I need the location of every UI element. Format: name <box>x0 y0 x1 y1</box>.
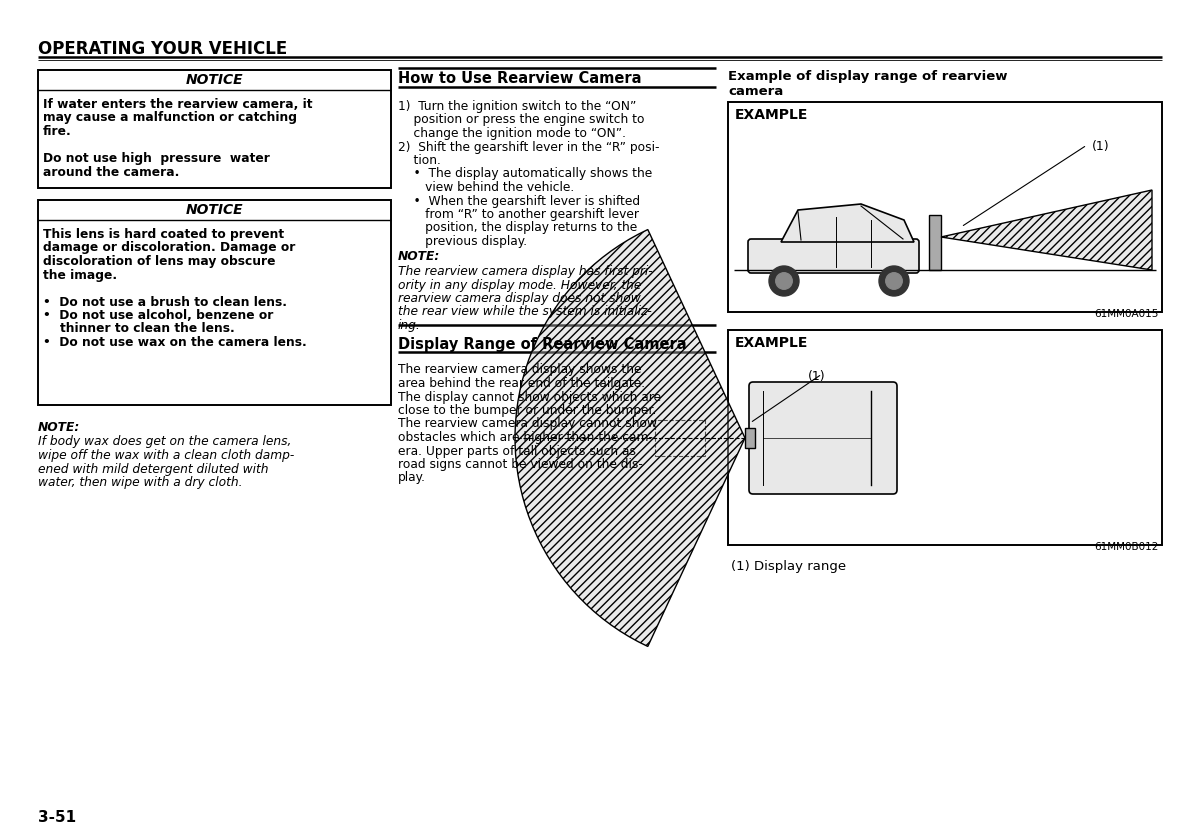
Bar <box>38 200 391 405</box>
Text: Display Range of Rearview Camera: Display Range of Rearview Camera <box>398 337 686 351</box>
Text: (1): (1) <box>808 370 826 383</box>
Text: The rearview camera display cannot show: The rearview camera display cannot show <box>398 417 658 430</box>
Text: around the camera.: around the camera. <box>43 165 179 178</box>
Text: ened with mild detergent diluted with: ened with mild detergent diluted with <box>38 463 269 475</box>
Text: position, the display returns to the: position, the display returns to the <box>398 222 637 234</box>
Bar <box>38 70 391 188</box>
Text: camera: camera <box>728 85 784 98</box>
Text: water, then wipe with a dry cloth.: water, then wipe with a dry cloth. <box>38 476 242 489</box>
FancyBboxPatch shape <box>748 239 919 273</box>
Text: •  Do not use wax on the camera lens.: • Do not use wax on the camera lens. <box>43 336 307 349</box>
Text: fire.: fire. <box>43 125 72 138</box>
Circle shape <box>769 266 799 296</box>
Text: close to the bumper or under the bumper.: close to the bumper or under the bumper. <box>398 404 656 417</box>
Circle shape <box>878 266 910 296</box>
Text: •  When the gearshift lever is shifted: • When the gearshift lever is shifted <box>398 195 640 207</box>
Text: rearview camera display does not show: rearview camera display does not show <box>398 292 641 305</box>
Text: Example of display range of rearview: Example of display range of rearview <box>728 70 1008 83</box>
Text: ority in any display mode. However, the: ority in any display mode. However, the <box>398 279 641 291</box>
Bar <box>655 420 706 456</box>
Bar <box>745 428 755 448</box>
Text: OPERATING YOUR VEHICLE: OPERATING YOUR VEHICLE <box>38 40 287 58</box>
Text: The rearview camera display shows the: The rearview camera display shows the <box>398 364 642 376</box>
Text: area behind the rear end of the tailgate.: area behind the rear end of the tailgate… <box>398 377 646 390</box>
Text: NOTE:: NOTE: <box>398 250 440 264</box>
Text: previous display.: previous display. <box>398 235 527 248</box>
Polygon shape <box>941 190 1152 270</box>
Text: tion.: tion. <box>398 154 440 167</box>
Text: discoloration of lens may obscure: discoloration of lens may obscure <box>43 255 276 268</box>
Circle shape <box>886 273 902 289</box>
Text: the rear view while the system is initializ-: the rear view while the system is initia… <box>398 306 652 318</box>
Text: road signs cannot be viewed on the dis-: road signs cannot be viewed on the dis- <box>398 458 643 471</box>
Text: wipe off the wax with a clean cloth damp-: wipe off the wax with a clean cloth damp… <box>38 449 294 462</box>
Text: may cause a malfunction or catching: may cause a malfunction or catching <box>43 112 298 124</box>
Text: (1): (1) <box>1092 140 1110 153</box>
Text: 1)  Turn the ignition switch to the “ON”: 1) Turn the ignition switch to the “ON” <box>398 100 636 113</box>
Text: 3-51: 3-51 <box>38 810 76 825</box>
Text: (1) Display range: (1) Display range <box>731 560 846 573</box>
Text: EXAMPLE: EXAMPLE <box>734 336 809 350</box>
Text: How to Use Rearview Camera: How to Use Rearview Camera <box>398 71 642 86</box>
Text: 2)  Shift the gearshift lever in the “R” posi-: 2) Shift the gearshift lever in the “R” … <box>398 140 660 154</box>
Text: If water enters the rearview camera, it: If water enters the rearview camera, it <box>43 98 312 111</box>
Text: obstacles which are higher than the cam-: obstacles which are higher than the cam- <box>398 431 653 444</box>
Text: position or press the engine switch to: position or press the engine switch to <box>398 113 644 127</box>
Bar <box>929 215 941 270</box>
FancyBboxPatch shape <box>749 382 898 494</box>
Text: damage or discoloration. Damage or: damage or discoloration. Damage or <box>43 242 295 255</box>
Text: NOTICE: NOTICE <box>186 73 244 87</box>
Text: view behind the vehicle.: view behind the vehicle. <box>398 181 575 194</box>
Polygon shape <box>515 229 745 647</box>
Text: 61MM0B012: 61MM0B012 <box>1094 542 1159 552</box>
Text: •  The display automatically shows the: • The display automatically shows the <box>398 167 653 181</box>
Text: the image.: the image. <box>43 269 118 281</box>
Text: •  Do not use a brush to clean lens.: • Do not use a brush to clean lens. <box>43 296 287 308</box>
Circle shape <box>775 273 792 289</box>
Text: 61MM0A015: 61MM0A015 <box>1094 309 1159 319</box>
Polygon shape <box>781 204 914 242</box>
Text: The rearview camera display has first pri-: The rearview camera display has first pr… <box>398 265 653 278</box>
Bar <box>728 102 1162 312</box>
Text: •  Do not use alcohol, benzene or: • Do not use alcohol, benzene or <box>43 309 274 322</box>
Text: NOTICE: NOTICE <box>186 203 244 217</box>
Text: This lens is hard coated to prevent: This lens is hard coated to prevent <box>43 228 284 241</box>
Text: play.: play. <box>398 471 426 485</box>
Text: thinner to clean the lens.: thinner to clean the lens. <box>43 323 235 335</box>
Text: If body wax does get on the camera lens,: If body wax does get on the camera lens, <box>38 435 292 449</box>
Text: NOTE:: NOTE: <box>38 421 80 434</box>
Text: from “R” to another gearshift lever: from “R” to another gearshift lever <box>398 208 640 221</box>
Text: EXAMPLE: EXAMPLE <box>734 108 809 122</box>
Bar <box>728 330 1162 545</box>
Text: The display cannot show objects which are: The display cannot show objects which ar… <box>398 391 661 403</box>
Text: era. Upper parts of tall objects such as: era. Upper parts of tall objects such as <box>398 444 636 458</box>
Text: ing.: ing. <box>398 319 421 332</box>
Text: change the ignition mode to “ON”.: change the ignition mode to “ON”. <box>398 127 626 140</box>
Text: Do not use high  pressure  water: Do not use high pressure water <box>43 152 270 165</box>
